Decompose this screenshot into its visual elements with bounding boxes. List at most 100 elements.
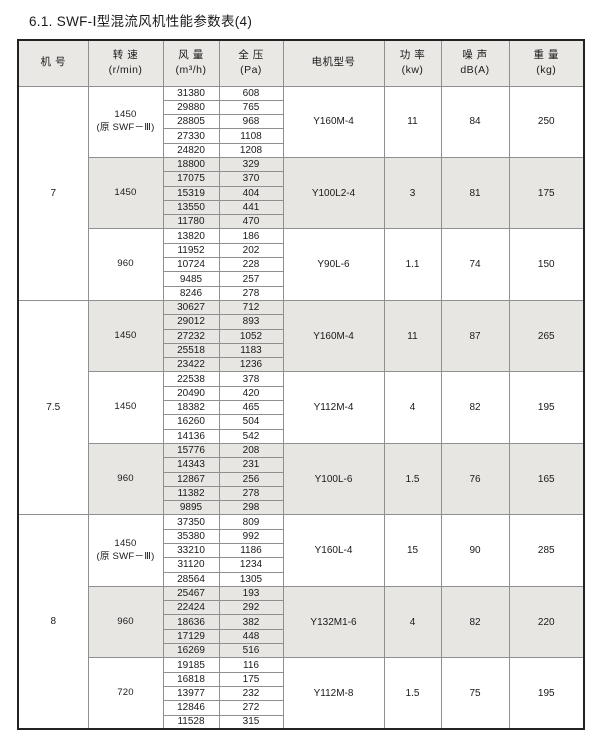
weight-cell: 265 <box>508 299 585 373</box>
table-row: 28805 968 <box>18 114 584 130</box>
airflow-cell: 8246 <box>162 285 220 301</box>
speed-cell: 960 <box>87 442 164 516</box>
airflow-cell: 28805 <box>162 114 220 130</box>
airflow-cell: 23422 <box>162 357 220 373</box>
noise-cell: 75 <box>440 657 510 730</box>
pressure-cell: 228 <box>218 257 284 273</box>
table-row: 7.5 1450 30627 712 Y160M-4 11 87 265 <box>17 299 585 516</box>
performance-table: 机 号 转 速 (r/min) 风 量 (m³/h) 全 压 (Pa) 电机型号… <box>17 39 585 731</box>
table-row: 16818 175 <box>18 671 584 687</box>
airflow-cell: 17075 <box>162 171 220 187</box>
table-row: 11952 202 <box>18 242 584 259</box>
table-row: 27330 1108 <box>18 128 584 144</box>
airflow-cell: 29012 <box>162 314 220 330</box>
table-row: 23422 1236 <box>18 357 584 373</box>
table-row: 960 15776 208 Y100L-6 1.5 76 165 <box>18 442 585 516</box>
airflow-cell: 24820 <box>162 142 220 158</box>
weight-cell: 195 <box>508 371 585 444</box>
col-header-airflow: 风 量 (m³/h) <box>162 39 220 87</box>
page-title: 6.1. SWF-Ⅰ型混流风机性能参数表(4) <box>29 14 253 29</box>
pressure-cell: 504 <box>218 414 284 430</box>
power-cell: 4 <box>383 585 442 659</box>
power-cell: 11 <box>383 85 442 158</box>
table-row: 7 1450 (原 SWF－Ⅲ) 31380 608 Y160M-4 11 84 250 <box>17 85 585 301</box>
airflow-cell: 9895 <box>162 500 220 516</box>
power-cell: 15 <box>383 514 442 587</box>
noise-cell: 76 <box>440 442 510 516</box>
speed-cell: 960 <box>87 228 164 301</box>
table-row: 1450 18800 329 Y100L2-4 3 81 175 <box>18 156 585 230</box>
airflow-cell: 20490 <box>162 385 220 402</box>
airflow-cell: 14136 <box>162 428 220 444</box>
table-row: 1450 22538 378 Y112M-4 4 82 195 <box>18 371 585 444</box>
airflow-cell: 11528 <box>162 714 220 730</box>
power-cell: 3 <box>383 156 442 230</box>
pressure-cell: 370 <box>218 171 284 187</box>
airflow-cell: 15319 <box>162 185 220 201</box>
noise-cell: 74 <box>440 228 510 301</box>
motor-cell: Y112M-8 <box>282 657 385 730</box>
col-header-machine: 机 号 <box>17 39 89 87</box>
table-row: 16269 516 <box>18 643 584 659</box>
noise-cell: 81 <box>440 156 510 230</box>
col-header-motor: 电机型号 <box>282 39 385 87</box>
col-header-speed: 转 速 (r/min) <box>87 39 164 87</box>
pressure-cell: 465 <box>218 400 284 416</box>
airflow-cell: 22424 <box>162 600 220 616</box>
col-header-pressure: 全 压 (Pa) <box>218 39 284 87</box>
table-body: 7 1450 (原 SWF－Ⅲ) 31380 608 Y160M-4 11 84 250 298… <box>17 85 585 730</box>
table-row: 16260 504 <box>18 414 584 430</box>
weight-cell: 175 <box>508 156 585 230</box>
motor-cell: Y112M-4 <box>282 371 385 444</box>
table-row: 27232 1052 <box>18 328 584 344</box>
motor-cell: Y160M-4 <box>282 299 385 373</box>
pressure-cell: 893 <box>218 314 284 330</box>
weight-cell: 285 <box>508 514 585 587</box>
table-row: 15319 404 <box>18 185 584 201</box>
table-row: 8 1450 (原 SWF－Ⅲ) 37350 809 Y160L-4 15 90 285 <box>17 514 585 730</box>
weight-cell: 195 <box>508 657 585 730</box>
header-row: 机 号 转 速 (r/min) 风 量 (m³/h) 全 压 (Pa) 电机型号… <box>17 39 585 87</box>
pressure-cell: 420 <box>218 385 284 402</box>
pressure-cell: 404 <box>218 185 284 201</box>
airflow-cell: 9485 <box>162 271 220 287</box>
airflow-cell: 28564 <box>162 571 220 587</box>
pressure-cell: 329 <box>218 156 284 173</box>
speed-cell: 1450 <box>87 156 164 230</box>
motor-cell: Y132M1-6 <box>282 585 385 659</box>
power-cell: 11 <box>383 299 442 373</box>
table-row: 31120 1234 <box>18 557 584 573</box>
airflow-cell: 16818 <box>162 671 220 687</box>
pressure-cell: 1186 <box>218 542 284 559</box>
table-row: 33210 1186 <box>18 542 584 559</box>
table-row: 17129 448 <box>18 628 584 645</box>
pressure-cell: 712 <box>218 299 284 316</box>
table-header: 机 号 转 速 (r/min) 风 量 (m³/h) 全 压 (Pa) 电机型号… <box>17 39 585 87</box>
pressure-cell: 292 <box>218 600 284 616</box>
table-row: 29012 893 <box>18 314 584 330</box>
pressure-cell: 278 <box>218 485 284 502</box>
table-row: 25518 1183 <box>18 342 584 359</box>
airflow-cell: 15776 <box>162 442 220 459</box>
pressure-cell: 542 <box>218 428 284 444</box>
table-row: 960 13820 186 Y90L-6 1.1 74 150 <box>18 228 585 301</box>
pressure-cell: 186 <box>218 228 284 244</box>
airflow-cell: 27232 <box>162 328 220 344</box>
table-row: 960 25467 193 Y132M1-6 4 82 220 <box>18 585 585 659</box>
pressure-cell: 992 <box>218 528 284 545</box>
pressure-cell: 116 <box>218 657 284 673</box>
speed-cell: 1450 <box>87 371 164 444</box>
airflow-cell: 16260 <box>162 414 220 430</box>
pressure-cell: 208 <box>218 442 284 459</box>
airflow-cell: 22538 <box>162 371 220 387</box>
noise-cell: 84 <box>440 85 510 158</box>
pressure-cell: 1052 <box>218 328 284 344</box>
machine-no-cell: 7.5 <box>17 299 89 516</box>
table-row: 29880 765 <box>18 99 584 116</box>
pressure-cell: 608 <box>218 85 284 101</box>
pressure-cell: 1108 <box>218 128 284 144</box>
table-row: 28564 1305 <box>18 571 584 587</box>
pressure-cell: 968 <box>218 114 284 130</box>
noise-cell: 90 <box>440 514 510 587</box>
speed-cell: 720 <box>87 657 164 730</box>
